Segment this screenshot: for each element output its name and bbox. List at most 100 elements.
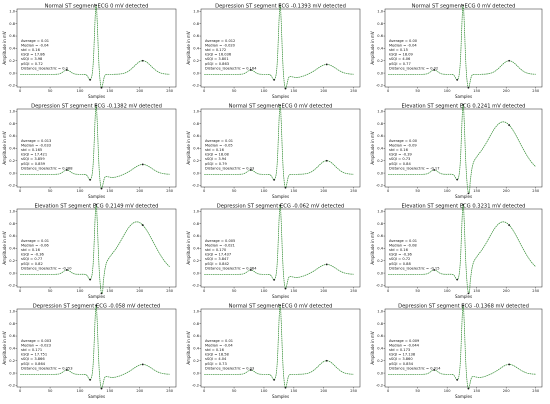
y-tick-label: 1.0 (193, 310, 199, 314)
stat-line: sSQI = 3.866 (21, 357, 45, 361)
stat-line: Average = 0.013 (21, 139, 51, 143)
x-tick-label: 150 (290, 389, 298, 393)
x-tick-label: 150 (106, 289, 114, 293)
y-tick-label: 0.6 (9, 34, 15, 38)
y-axis-label: Amplitude in mV (370, 31, 375, 65)
fiducial-marker (141, 224, 144, 226)
fiducial-marker (467, 192, 470, 195)
x-tick-label: 200 (136, 89, 144, 93)
y-tick-label: 0.4 (193, 147, 199, 151)
fiducial-marker (249, 269, 252, 271)
stat-line: sSQI = 3.859 (21, 157, 45, 161)
x-tick-label: 100 (444, 289, 452, 293)
plot-frame (16, 108, 177, 188)
y-tick-label: -0.2 (376, 284, 383, 288)
fiducial-marker (462, 304, 465, 307)
fiducial-marker (325, 359, 328, 362)
x-tick-label: 0 (19, 389, 22, 393)
y-axis-label: Amplitude in mV (370, 131, 375, 165)
chart-title: Normal ST segment ECG 0 mV detected (229, 104, 333, 110)
stat-line: Average = 0.009 (389, 339, 420, 343)
fiducial-marker (100, 187, 103, 190)
ecg-signal-line (20, 204, 170, 295)
stat-line: Average = 0.00 (389, 139, 418, 143)
stat-line: std = 0.171 (21, 348, 42, 352)
y-tick-label: 0.0 (9, 371, 15, 375)
stat-line: Distance_Isoelectric = -0.15 (389, 266, 440, 270)
fiducial-marker (279, 4, 282, 7)
chart-title: Normal ST segment ECG 0 mV detected (229, 304, 333, 310)
x-tick-label: 50 (415, 389, 420, 393)
y-tick-label: 0.8 (377, 222, 383, 226)
chart-title: Elevation ST segment ECG 0.3231 mV detec… (402, 204, 526, 210)
x-tick-label: 150 (106, 89, 114, 93)
x-tick-label: 200 (503, 89, 511, 93)
fiducial-marker (456, 78, 459, 81)
plot-frame (200, 8, 361, 88)
y-tick-label: 0.4 (377, 247, 383, 251)
x-axis-label: Samples (272, 294, 289, 299)
stat-line: kSQI = 16.036 (205, 53, 232, 57)
y-tick-label: -0.2 (8, 84, 15, 88)
x-tick-label: 100 (261, 189, 269, 193)
x-tick-label: 250 (532, 189, 540, 193)
stat-line: Distance_Isoelectric = 0.064 (205, 266, 257, 270)
y-tick-label: 0.2 (377, 159, 383, 163)
fiducial-marker (508, 224, 511, 226)
stat-line: kSQI = 17.86 (21, 53, 46, 57)
fiducial-marker (325, 159, 328, 162)
stat-line: std = 0.165 (21, 148, 42, 152)
x-tick-label: 50 (48, 389, 53, 393)
stat-line: Median = -0.04 (205, 343, 233, 347)
stat-line: sSQI = 4.04 (205, 357, 227, 361)
stat-line: kSQI = 17.138 (389, 353, 416, 357)
plot-frame (200, 108, 361, 188)
y-tick-label: -0.2 (376, 184, 383, 188)
y-axis-label: Amplitude in mV (370, 231, 375, 265)
fiducial-marker (141, 163, 144, 166)
y-tick-label: 1.0 (9, 210, 15, 214)
x-tick-label: 100 (77, 289, 85, 293)
y-tick-label: 0.8 (193, 22, 199, 26)
x-tick-label: 0 (19, 289, 22, 293)
y-tick-label: 1.0 (377, 210, 383, 214)
stat-line: std = 0.16 (21, 248, 41, 252)
x-axis-label: Samples (88, 94, 105, 99)
ecg-signal-line (204, 5, 354, 90)
stat-line: std = 0.16 (205, 148, 225, 152)
x-tick-label: 0 (203, 189, 206, 193)
plot-frame (384, 108, 543, 188)
y-tick-label: 0.8 (193, 322, 199, 326)
x-tick-label: 200 (503, 389, 511, 393)
stat-line: Median = -0.044 (389, 343, 420, 347)
plot-frame (200, 208, 361, 288)
stat-line: std = 0.16 (389, 248, 409, 252)
x-tick-label: 50 (415, 289, 420, 293)
stat-line: kSQI = -0.39 (389, 153, 413, 157)
y-tick-label: -0.2 (8, 184, 15, 188)
ecg-panel-3: Normal ST segment ECG 0 mV detected 0 50 10… (370, 2, 546, 100)
stat-line: Median = -0.09 (389, 143, 417, 147)
stat-line: kSQI = 17.751 (21, 353, 47, 357)
y-tick-label: 1.0 (377, 10, 383, 14)
stat-line: Median = -0.04 (21, 43, 49, 47)
stat-line: sSQI = 4.06 (389, 57, 411, 61)
x-tick-label: 100 (444, 189, 452, 193)
x-tick-label: 150 (473, 389, 481, 393)
y-tick-label: 0.0 (377, 271, 383, 275)
x-tick-label: 200 (136, 389, 144, 393)
stat-line: Median = -0.023 (21, 343, 51, 347)
y-tick-label: 1.0 (377, 310, 383, 314)
fiducial-marker (279, 304, 282, 307)
x-tick-label: 150 (473, 89, 481, 93)
y-tick-label: 0.6 (377, 234, 383, 238)
y-tick-label: 0.4 (377, 47, 383, 51)
y-tick-label: 0.0 (377, 71, 383, 75)
x-tick-label: 100 (77, 189, 85, 193)
stat-line: sSQI = 3.98 (21, 57, 43, 61)
fiducial-marker (95, 4, 98, 7)
stat-line: std = 0.16 (205, 348, 225, 352)
ecg-panel-1: Normal ST segment ECG 0 mV detected 0 50 10… (2, 2, 180, 100)
y-tick-label: 0.8 (9, 122, 15, 126)
stat-line: Median = -0.06 (21, 243, 49, 247)
